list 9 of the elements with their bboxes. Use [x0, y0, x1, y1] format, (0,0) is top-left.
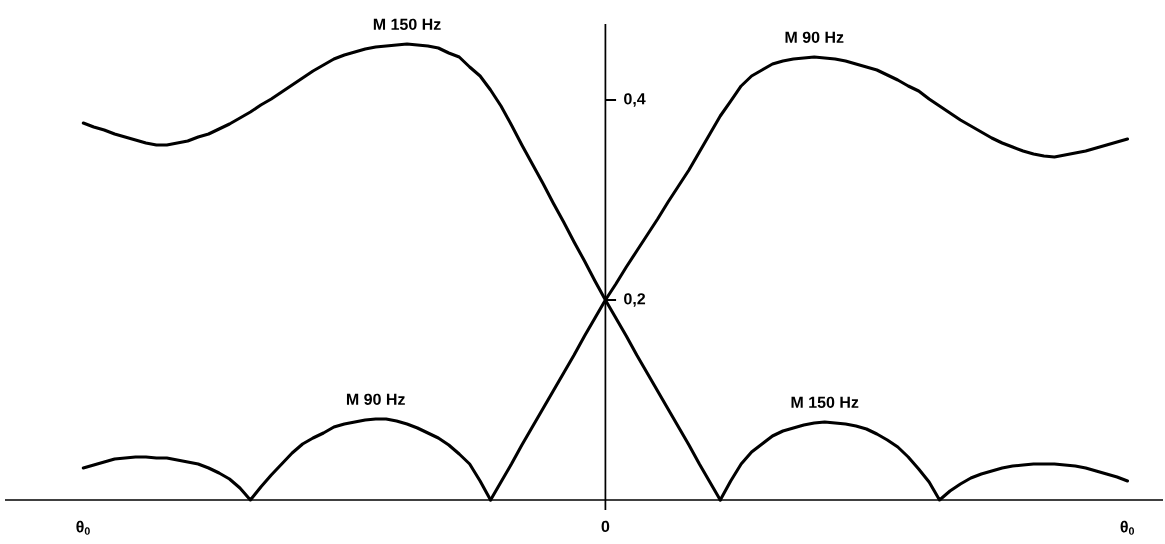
y-tick-label: 0,4 [624, 93, 646, 107]
series-label: M 90 Hz [785, 31, 844, 43]
x-tick-label: θ$_{0}$ [76, 520, 90, 535]
series-label: M 90 Hz [346, 393, 405, 405]
x-tick-label: 0 [601, 520, 610, 533]
series-label: M 150 Hz [373, 18, 441, 30]
series-label: M 150 Hz [791, 396, 859, 408]
y-tick-label: 0,2 [624, 293, 646, 307]
x-tick-label: θ$_{0}$ [1120, 520, 1135, 535]
